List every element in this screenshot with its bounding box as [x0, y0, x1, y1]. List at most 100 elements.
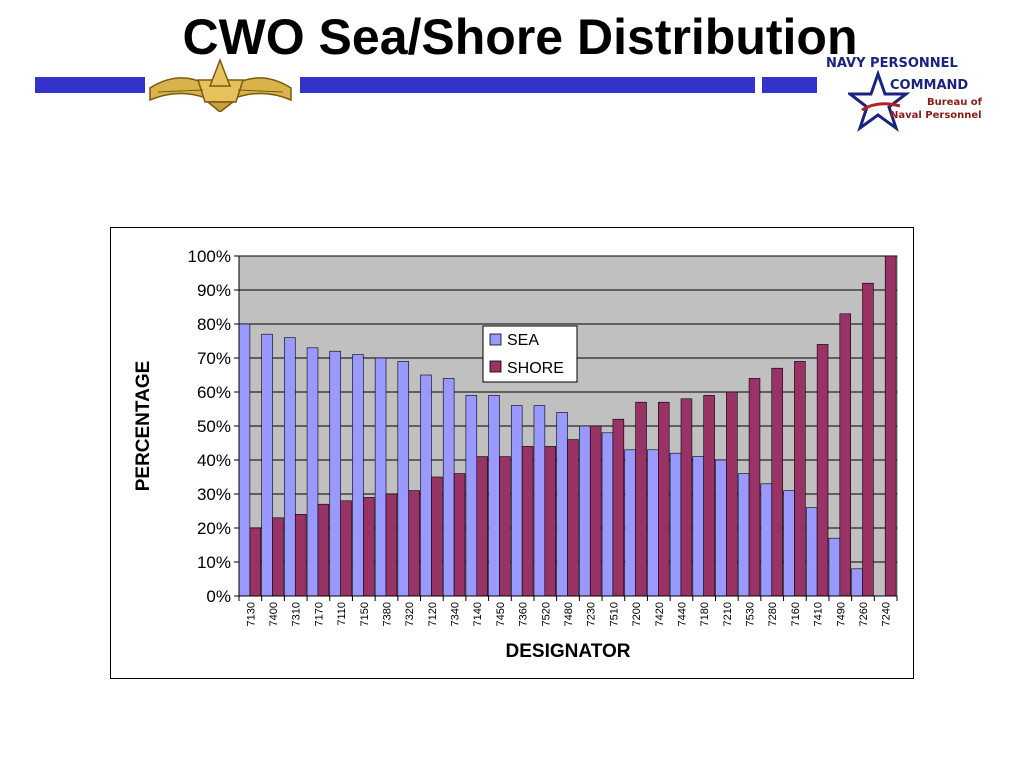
bar-shore-7530	[748, 378, 761, 597]
y-tick-label: 80%	[197, 315, 231, 334]
y-axis-label: PERCENTAGE	[133, 361, 154, 492]
bar-shore-7510	[612, 418, 625, 597]
bar-shore-7260	[862, 282, 874, 597]
y-tick-label: 100%	[188, 247, 231, 266]
x-tick-label: 7480	[563, 602, 575, 626]
legend-swatch-shore	[489, 360, 502, 373]
x-tick-label: 7260	[858, 602, 870, 626]
bar-sea-7380	[374, 357, 387, 597]
x-tick-label: 7450	[495, 602, 507, 626]
y-tick-label: 50%	[197, 417, 231, 436]
x-axis-label: DESIGNATOR	[506, 641, 631, 662]
bar-sea-7260	[851, 568, 863, 597]
x-tick-label: 7180	[699, 602, 711, 626]
x-tick-label: 7360	[518, 602, 530, 626]
logo-line-3: Bureau of	[927, 97, 983, 108]
bar-shore-7110	[340, 500, 352, 597]
bar-shore-7360	[521, 446, 534, 597]
x-tick-label: 7420	[654, 602, 666, 626]
surface-warfare-insignia	[149, 58, 292, 112]
bars	[238, 255, 897, 597]
y-tick-label: 40%	[197, 451, 231, 470]
bar-sea-7140	[465, 395, 478, 597]
x-tick-label: 7520	[540, 602, 552, 626]
bar-sea-7230	[579, 425, 591, 597]
x-tick-label: 7210	[722, 602, 734, 626]
bar-shore-7410	[816, 344, 829, 597]
legend-label-shore: SHORE	[507, 360, 564, 377]
x-tick-label: 7340	[450, 602, 462, 626]
x-tick-label: 7110	[336, 602, 348, 626]
bar-sea-7530	[737, 473, 750, 597]
x-axis-ticks: 7130 7400 7310 7170 7110 7150 7380 7320 7120 7340…	[238, 596, 898, 626]
bar-sea-7150	[352, 354, 364, 597]
bar-sea-7130	[238, 323, 251, 597]
y-axis-ticks: 0% 10% 20% 30% 40% 50% 60% 70% 80% 90% 100%	[188, 247, 239, 606]
bar-shore-7440	[680, 398, 693, 597]
x-tick-label: 7380	[381, 602, 393, 626]
bar-sea-7520	[533, 405, 546, 597]
bar-sea-7450	[488, 395, 500, 597]
bar-sea-7440	[669, 452, 682, 597]
bar-sea-7170	[306, 347, 319, 597]
bar-shore-7240	[884, 255, 897, 597]
bar-shore-7210	[726, 391, 738, 597]
bar-shore-7280	[771, 367, 783, 597]
bar-sea-7410	[805, 507, 818, 597]
x-tick-label: 7310	[291, 602, 303, 626]
slide-title: CWO Sea/Shore Distribution	[182, 9, 858, 65]
title-band-left	[35, 77, 145, 93]
bar-shore-7140	[476, 456, 488, 597]
title-band-middle	[300, 77, 755, 93]
bar-shore-7160	[794, 361, 806, 597]
bar-sea-7210	[715, 459, 727, 597]
bar-sea-7420	[647, 449, 659, 597]
legend-swatch-sea	[489, 333, 502, 346]
bar-shore-7180	[703, 395, 715, 597]
x-tick-label: 7240	[881, 602, 893, 626]
bar-shore-7400	[272, 517, 284, 597]
x-tick-label: 7120	[427, 602, 439, 626]
x-tick-label: 7130	[245, 602, 257, 626]
x-tick-label: 7400	[268, 602, 280, 626]
x-tick-label: 7230	[586, 602, 598, 626]
bar-sea-7490	[828, 537, 841, 597]
bar-sea-7400	[261, 333, 273, 597]
sea-shore-bar-chart: 0% 10% 20% 30% 40% 50% 60% 70% 80% 90% 100% 7130 74…	[133, 247, 898, 662]
bar-sea-7280	[760, 483, 773, 597]
x-tick-label: 7530	[745, 602, 757, 626]
legend: SEA SHORE	[482, 325, 578, 383]
bar-shore-7170	[317, 503, 330, 597]
y-tick-label: 30%	[197, 485, 231, 504]
x-tick-label: 7170	[313, 602, 325, 626]
y-tick-label: 70%	[197, 349, 231, 368]
bar-shore-7150	[363, 497, 375, 597]
y-tick-label: 60%	[197, 383, 231, 402]
legend-label-sea: SEA	[507, 332, 539, 349]
bar-sea-7110	[329, 350, 341, 597]
bar-shore-7130	[249, 527, 262, 597]
logo-line-4: Naval Personnel	[890, 110, 982, 121]
bar-shore-7420	[658, 401, 670, 597]
bar-sea-7180	[692, 456, 704, 597]
title-band-right	[762, 77, 817, 93]
bar-sea-7200	[624, 449, 636, 597]
bar-shore-7520	[544, 446, 557, 597]
star-icon	[848, 70, 911, 132]
bar-shore-7480	[567, 439, 579, 597]
x-tick-label: 7490	[835, 602, 847, 626]
bar-shore-7320	[408, 490, 420, 597]
bar-shore-7310	[294, 514, 307, 597]
y-tick-label: 10%	[197, 553, 231, 572]
logo-line-2: COMMAND	[890, 78, 969, 93]
bar-sea-7480	[556, 412, 568, 597]
logo-line-1: NAVY PERSONNEL	[826, 56, 958, 71]
x-tick-label: 7440	[676, 602, 688, 626]
x-tick-label: 7140	[472, 602, 484, 626]
bar-shore-7200	[635, 401, 647, 597]
x-tick-label: 7280	[767, 602, 779, 626]
bar-sea-7320	[397, 361, 410, 597]
x-tick-label: 7410	[813, 602, 825, 626]
bar-sea-7120	[420, 374, 432, 597]
y-tick-label: 90%	[197, 281, 231, 300]
